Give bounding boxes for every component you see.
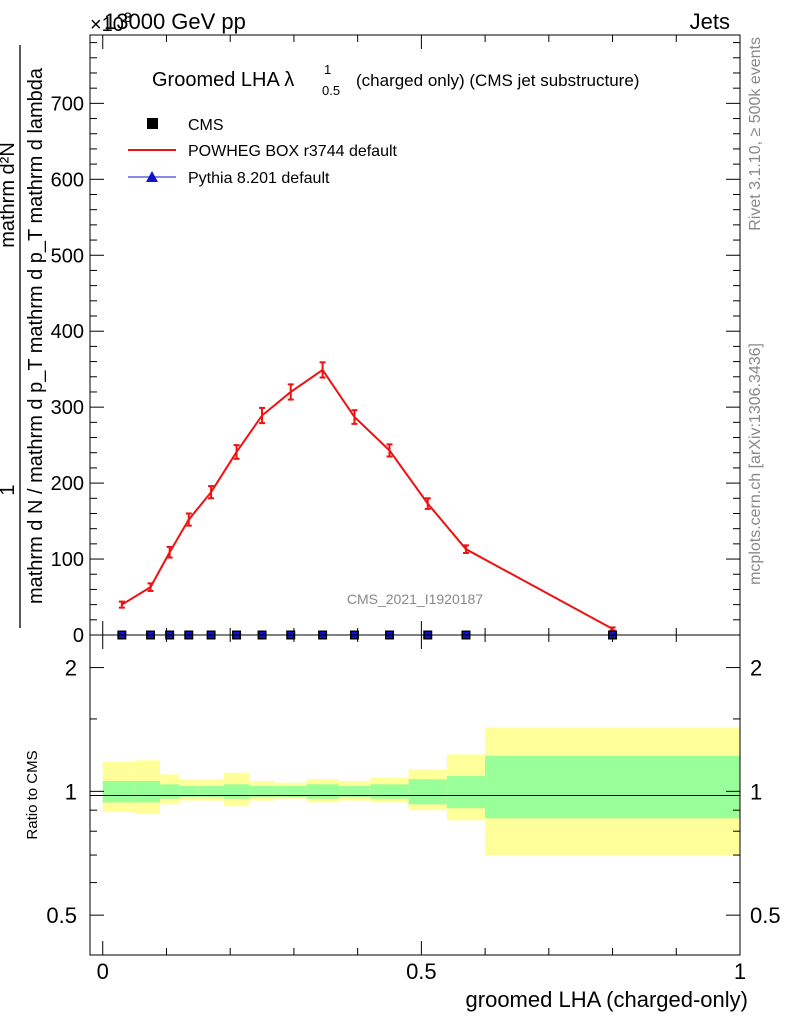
ratio-inner-band <box>338 786 371 797</box>
x-tick-label: 1 <box>734 959 746 984</box>
y-tick-label: 200 <box>51 473 84 495</box>
ratio-y-tick-label-right: 0.5 <box>750 903 781 928</box>
ratio-inner-band <box>223 784 250 799</box>
analysis-watermark: CMS_2021_I1920187 <box>347 591 483 607</box>
main-axis-ticks: 0 100 200 300 400 500 600 700 <box>51 35 741 647</box>
ratio-bands-layer <box>102 727 740 856</box>
legend: CMS POWHEG BOX r3744 default Pythia 8.20… <box>128 117 398 187</box>
title-sub: 0.5 <box>322 83 340 98</box>
y-exponent-label: ×10 <box>90 14 124 36</box>
process-label: Jets <box>690 9 730 34</box>
y-label-numerator-left: 1 <box>0 484 19 495</box>
ratio-axis-ticks: 0.5 0.5 1 1 2 2 0 0.5 1 <box>46 635 781 984</box>
plot-title: Groomed LHA λ 1 0.5 (charged only) (CMS … <box>152 62 639 98</box>
ratio-inner-band <box>249 786 275 797</box>
ratio-inner-band <box>102 780 135 803</box>
ratio-y-tick-label: 2 <box>65 656 77 681</box>
ratio-y-tick-label-right: 2 <box>750 656 762 681</box>
x-tick-label: 0 <box>97 959 109 984</box>
ratio-inner-band <box>274 786 307 797</box>
x-tick-label: 0.5 <box>406 959 437 984</box>
ratio-inner-band <box>134 780 161 803</box>
powheg-series-line <box>121 368 614 630</box>
y-exponent-power: 3 <box>124 9 132 25</box>
title-main: Groomed LHA λ <box>152 69 294 91</box>
ratio-inner-band <box>198 786 224 797</box>
main-y-axis-label: 1 mathrm d²N mathrm d N / mathrm d p_T m… <box>0 45 47 628</box>
ratio-y-tick-label-right: 1 <box>750 779 762 804</box>
ratio-inner-band <box>408 779 447 805</box>
title-sup: 1 <box>324 62 331 77</box>
rivet-label: Rivet 3.1.10, ≥ 500k events <box>747 37 764 231</box>
y-tick-label: 400 <box>51 321 84 343</box>
legend-pythia-label: Pythia 8.201 default <box>188 170 330 187</box>
main-panel: 0 100 200 300 400 500 600 700 CMS_2021_I1920187… <box>0 34 741 647</box>
energy-label: 13000 GeV pp <box>104 9 246 34</box>
y-tick-label: 700 <box>51 93 84 115</box>
ratio-y-tick-label: 0.5 <box>46 903 77 928</box>
y-tick-label: 300 <box>51 397 84 419</box>
legend-cms-label: CMS <box>188 117 224 134</box>
y-label-numerator-right: mathrm d²N <box>0 142 19 248</box>
y-tick-label: 0 <box>73 625 84 647</box>
mcplots-label: mcplots.cern.ch [arXiv:1306.3436] <box>747 343 764 585</box>
ratio-frame <box>89 634 741 956</box>
y-label-denominator: mathrm d N / mathrm d p_T mathrm d p_T m… <box>25 67 47 604</box>
ratio-inner-band <box>179 786 199 797</box>
title-rest: (charged only) (CMS jet substructure) <box>356 71 639 90</box>
legend-powheg-label: POWHEG BOX r3744 default <box>188 143 398 160</box>
ratio-inner-band <box>485 755 740 819</box>
x-axis-label: groomed LHA (charged-only) <box>466 987 748 1012</box>
y-tick-label: 600 <box>51 169 84 191</box>
y-tick-label: 100 <box>51 549 84 571</box>
legend-cms-marker <box>147 118 158 129</box>
ratio-inner-band <box>160 784 180 799</box>
y-tick-label: 500 <box>51 245 84 267</box>
legend-pythia-marker <box>146 171 158 182</box>
ratio-y-axis-label: Ratio to CMS <box>24 750 41 839</box>
ratio-inner-band <box>306 784 339 799</box>
ratio-panel: 0.5 0.5 1 1 2 2 0 0.5 1 Ratio to CMS groomed LHA… <box>24 634 781 1012</box>
ratio-inner-band <box>446 775 486 809</box>
ratio-inner-band <box>370 784 409 799</box>
ratio-y-tick-label: 1 <box>65 779 77 804</box>
